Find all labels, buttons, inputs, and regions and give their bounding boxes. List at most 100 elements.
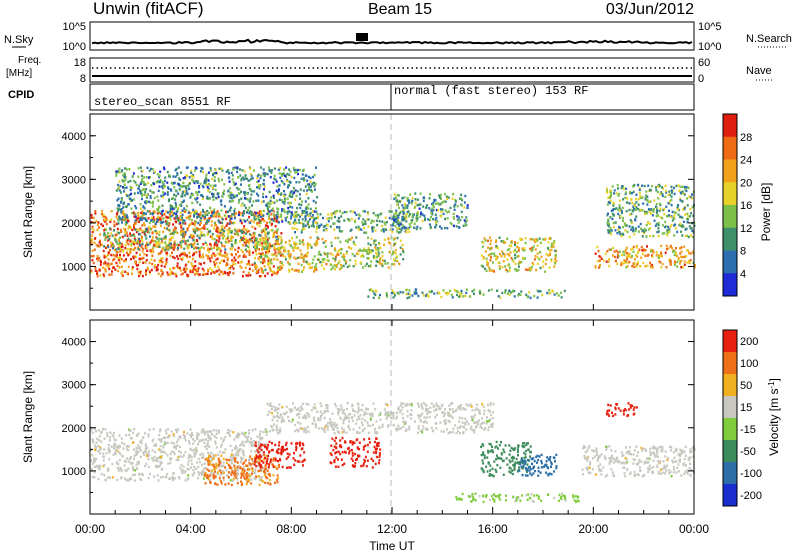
velocity-echo-cell-0 [254, 468, 257, 471]
power-echo-cell-0 [261, 268, 263, 271]
power-echo-cell-1 [240, 236, 242, 239]
power-echo-cell-4 [326, 224, 329, 227]
power-echo-cell-2 [236, 170, 239, 174]
power-echo-cell-0 [213, 260, 215, 264]
power-echo-cell-3 [270, 262, 273, 265]
power-echo-cell-6 [445, 195, 448, 198]
power-echo-cell-10 [629, 218, 632, 222]
velocity-echo-cell-0 [211, 433, 214, 436]
velocity-echo-cell-0 [258, 444, 261, 447]
power-echo-cell-2 [304, 200, 307, 203]
power-echo-cell-0 [92, 228, 95, 232]
power-echo-cell-4 [312, 220, 315, 223]
power-echo-cell-2 [248, 212, 251, 215]
power-echo-cell-1 [113, 236, 116, 239]
power-echo-cell-2 [242, 176, 245, 179]
power-echo-cell-3 [306, 242, 309, 245]
velocity-echo-cell-0 [193, 439, 196, 443]
power-echo-cell-2 [116, 207, 119, 210]
power-echo-cell-0 [117, 269, 119, 273]
power-echo-cell-10 [632, 205, 635, 208]
velocity-echo-cell-0 [113, 442, 116, 445]
velocity-echo-cell-0 [199, 453, 202, 456]
power-echo-cell-2 [190, 219, 193, 222]
power-echo-cell-6 [456, 218, 459, 221]
power-echo-cell-1 [261, 229, 264, 232]
power-echo-cell-1 [200, 246, 203, 249]
power-echo-cell-3 [317, 253, 320, 256]
power-echo-cell-0 [105, 217, 108, 221]
power-echo-cell-0 [162, 230, 165, 234]
power-echo-cell-0 [144, 246, 147, 250]
power-echo-cell-9 [657, 254, 660, 257]
power-echo-cell-9 [597, 249, 600, 253]
power-echo-cell-8 [408, 296, 411, 299]
power-echo-cell-1 [164, 241, 167, 244]
power-echo-cell-7 [508, 263, 510, 266]
power-echo-cell-6 [399, 210, 402, 213]
power-echo-cell-0 [202, 243, 205, 246]
power-echo-cell-1 [231, 229, 233, 233]
power-echo-cell-7 [484, 250, 487, 253]
velocity-echo-cell-0 [221, 472, 224, 475]
power-echo-cell-7 [536, 239, 539, 242]
power-echo-cell-2 [298, 181, 301, 184]
power-echo-cell-8 [548, 289, 551, 292]
velocity-echo-cell-0 [179, 451, 182, 454]
power-echo-cell-3 [297, 262, 300, 265]
power-echo-cell-0 [211, 237, 214, 240]
power-echo-cell-2 [192, 175, 195, 178]
power-echo-cell-10 [664, 184, 667, 188]
power-echo-cell-10 [689, 208, 692, 211]
power-echo-cell-10 [623, 222, 626, 225]
power-echo-cell-0 [152, 250, 155, 254]
power-echo-cell-10 [666, 231, 669, 234]
power-echo-cell-4 [325, 223, 328, 226]
power-echo-cell-8 [405, 288, 408, 292]
power-echo-cell-2 [167, 222, 170, 226]
power-echo-cell-0 [226, 263, 229, 266]
power-echo-cell-6 [408, 201, 411, 205]
power-echo-cell-2 [221, 218, 224, 221]
power-echo-cell-7 [482, 255, 485, 259]
power-echo-cell-6 [453, 217, 455, 220]
velocity-echo-cell-1 [230, 483, 233, 487]
power-echo-cell-0 [240, 248, 243, 252]
velocity-echo-cell-0 [164, 429, 167, 432]
power-echo-cell-4 [397, 231, 400, 234]
power-echo-cell-2 [117, 170, 120, 173]
power-echo-cell-0 [240, 260, 243, 263]
power-echo-cell-4 [370, 219, 373, 222]
power-echo-cell-5 [363, 247, 366, 250]
power-echo-cell-9 [680, 265, 683, 269]
power-echo-cell-5 [378, 260, 381, 263]
power-echo-cell-9 [669, 260, 672, 263]
power-echo-cell-8 [414, 288, 417, 291]
power-echo-cell-0 [258, 224, 261, 228]
power-echo-cell-3 [293, 256, 296, 259]
velocity-echo-cell-0 [117, 469, 120, 472]
power-echo-cell-6 [465, 219, 468, 222]
power-echo-cell-7 [545, 258, 548, 261]
power-echo-cell-10 [645, 210, 648, 214]
power-echo-cell-3 [327, 259, 330, 262]
power-echo-cell-10 [655, 203, 658, 206]
power-echo-cell-6 [423, 196, 425, 199]
power-echo-cell-0 [119, 253, 121, 257]
power-echo-cell-10 [677, 213, 680, 216]
power-echo-cell-0 [196, 268, 199, 271]
power-echo-cell-6 [433, 199, 436, 202]
power-echo-cell-4 [320, 223, 323, 226]
power-echo-cell-10 [617, 228, 620, 231]
power-echo-cell-1 [124, 230, 127, 233]
power-echo-cell-1 [185, 240, 188, 243]
power-echo-cell-0 [253, 211, 256, 214]
power-echo-cell-0 [213, 253, 216, 257]
power-echo-cell-10 [682, 208, 684, 211]
velocity-echo-cell-0 [138, 447, 141, 450]
power-echo-cell-2 [307, 207, 309, 210]
power-echo-cell-8 [393, 291, 396, 295]
power-echo-cell-10 [635, 193, 638, 196]
power-echo-cell-4 [304, 215, 307, 219]
power-echo-cell-0 [210, 210, 213, 213]
